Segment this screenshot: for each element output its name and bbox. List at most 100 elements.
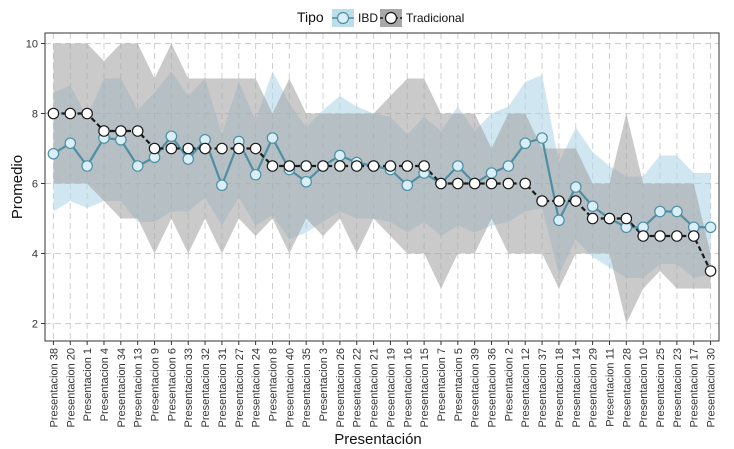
point-tradicional <box>283 160 296 172</box>
x-tick-label: Presentacion 3 <box>318 348 330 421</box>
legend-label-tradicional: Tradicional <box>406 11 464 25</box>
point-tradicional <box>232 142 245 155</box>
x-tick-label: Presentacion 39 <box>470 348 482 428</box>
point-tradicional <box>553 195 565 207</box>
point-ibd <box>671 205 683 218</box>
point-ibd <box>165 130 178 143</box>
x-tick-label: Presentacion 19 <box>385 348 397 428</box>
x-tick-label: Presentacion 4 <box>99 348 111 421</box>
x-tick-label: Presentacion 36 <box>487 348 499 428</box>
x-tick-label: Presentacion 5 <box>453 348 465 421</box>
point-tradicional <box>199 142 211 155</box>
point-ibd <box>569 181 582 193</box>
y-tick-label: 10 <box>26 39 38 51</box>
point-ibd <box>704 221 717 234</box>
x-tick-label: Presentacion 11 <box>604 348 616 427</box>
y-tick-label: 6 <box>32 179 38 191</box>
point-ibd <box>266 132 279 144</box>
series-line-ibd <box>52 135 711 229</box>
point-tradicional <box>266 160 279 172</box>
x-tick-label: Presentacion 27 <box>234 348 246 428</box>
point-ibd <box>216 179 228 192</box>
x-tick-label: Presentacion 30 <box>706 348 718 428</box>
point-tradicional <box>687 230 700 242</box>
plot-border <box>44 32 720 342</box>
legend-key-tradicional-marker <box>384 11 398 25</box>
point-tradicional <box>468 177 481 190</box>
point-tradicional <box>350 160 363 172</box>
x-tick-label: Presentacion 12 <box>520 348 532 428</box>
point-tradicional <box>98 125 110 137</box>
x-tick-label: Presentacion 34 <box>116 348 128 428</box>
point-ibd <box>553 214 565 227</box>
x-tick-label: Presentacion 7 <box>436 348 448 421</box>
point-ibd <box>536 132 548 144</box>
point-tradicional <box>216 142 228 155</box>
point-ibd <box>182 153 195 165</box>
legend-label-ibd: IBD <box>358 11 378 25</box>
y-axis-title: Promedio <box>9 155 26 219</box>
x-tick-label: Presentacion 29 <box>588 348 600 428</box>
x-tick-label: Presentacion 35 <box>301 348 313 428</box>
x-tick-label: Presentacion 17 <box>689 348 701 428</box>
x-tick-label: Presentacion 15 <box>419 348 431 428</box>
point-tradicional <box>81 107 93 120</box>
x-axis-title: Presentación <box>334 431 422 448</box>
x-tick-label: Presentacion 37 <box>537 348 549 428</box>
point-ibd <box>47 147 60 160</box>
point-ibd <box>334 149 346 162</box>
x-tick-label: Presentacion 14 <box>571 348 583 428</box>
x-tick-label: Presentacion 25 <box>655 348 667 428</box>
point-tradicional <box>671 230 683 242</box>
point-tradicional <box>148 142 161 155</box>
point-tradicional <box>637 230 649 242</box>
series-lines <box>52 112 712 272</box>
x-tick-label: Presentacion 13 <box>133 348 145 428</box>
point-tradicional <box>704 265 717 277</box>
point-tradicional <box>654 230 666 242</box>
x-tick-label: Presentacion 18 <box>554 348 566 428</box>
x-tick-label: Presentacion 1 <box>82 348 94 421</box>
legend-key-ibd-marker <box>336 11 350 25</box>
point-ibd <box>586 200 599 213</box>
point-ibd <box>401 179 414 192</box>
point-ibd <box>452 160 464 172</box>
point-tradicional <box>452 177 464 190</box>
x-tick-label: Presentacion 21 <box>369 348 381 428</box>
point-tradicional <box>64 107 77 120</box>
point-tradicional <box>47 107 60 120</box>
x-tick-label: Presentacion 6 <box>166 348 178 421</box>
point-ibd <box>131 160 144 172</box>
point-tradicional <box>115 125 127 137</box>
x-tick-label: Presentacion 32 <box>200 348 212 428</box>
point-tradicional <box>586 212 599 225</box>
point-ibd <box>519 137 532 150</box>
legend: Tipo IBD Tradicional <box>297 9 464 27</box>
point-ibd <box>654 205 666 218</box>
series-points <box>47 107 717 277</box>
x-tick-label: Presentacion 16 <box>402 348 414 428</box>
point-tradicional <box>317 160 329 172</box>
point-tradicional <box>131 125 144 137</box>
point-tradicional <box>334 160 346 172</box>
point-tradicional <box>165 142 178 155</box>
x-tick-label: Presentacion 33 <box>183 348 195 428</box>
point-tradicional <box>401 160 414 172</box>
point-tradicional <box>536 195 548 207</box>
point-ibd <box>485 167 498 179</box>
point-ibd <box>64 137 77 150</box>
point-tradicional <box>182 142 195 155</box>
point-tradicional <box>435 177 447 190</box>
y-tick-label: 2 <box>32 319 38 331</box>
x-tick-label: Presentacion 2 <box>503 348 515 421</box>
x-tick-label: Presentacion 22 <box>352 348 364 428</box>
x-tick-label: Presentacion 31 <box>217 348 229 428</box>
x-tick-label: Presentacion 38 <box>48 348 60 428</box>
legend-title: Tipo <box>297 9 324 25</box>
x-tick-label: Presentacion 10 <box>638 348 650 428</box>
confidence-bands <box>53 43 711 324</box>
x-tick-label: Presentacion 9 <box>150 348 162 421</box>
y-tick-label: 8 <box>32 109 38 121</box>
y-tick-label: 4 <box>32 249 38 261</box>
